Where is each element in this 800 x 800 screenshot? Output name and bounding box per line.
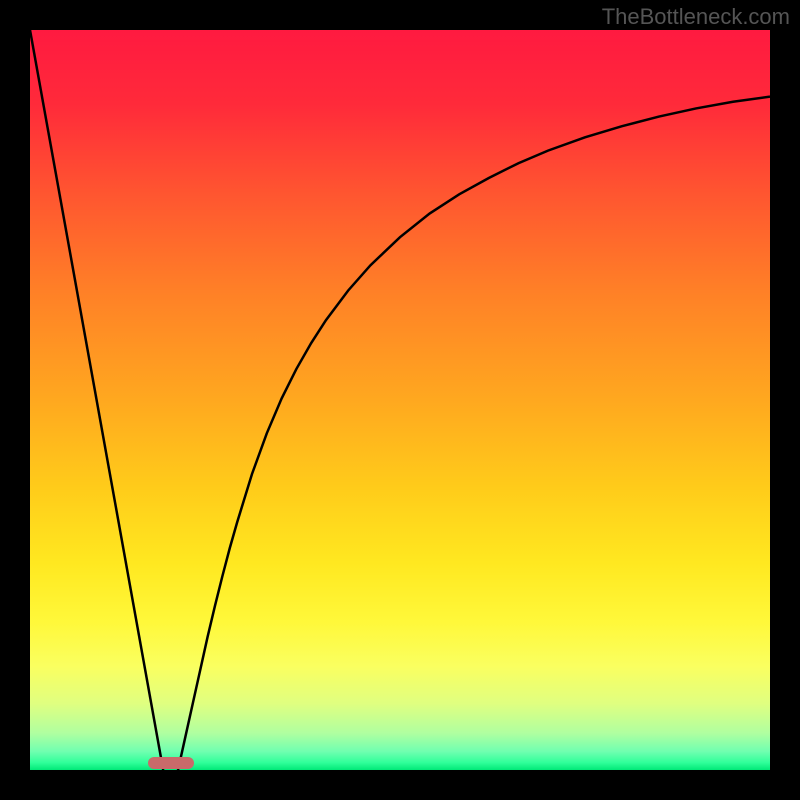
watermark-text: TheBottleneck.com <box>602 4 790 30</box>
plot-area <box>30 30 770 770</box>
bottleneck-marker <box>148 757 194 769</box>
curves-layer <box>30 30 770 770</box>
chart-container: TheBottleneck.com <box>0 0 800 800</box>
right-curve <box>178 97 770 770</box>
left-descending-line <box>30 30 163 770</box>
